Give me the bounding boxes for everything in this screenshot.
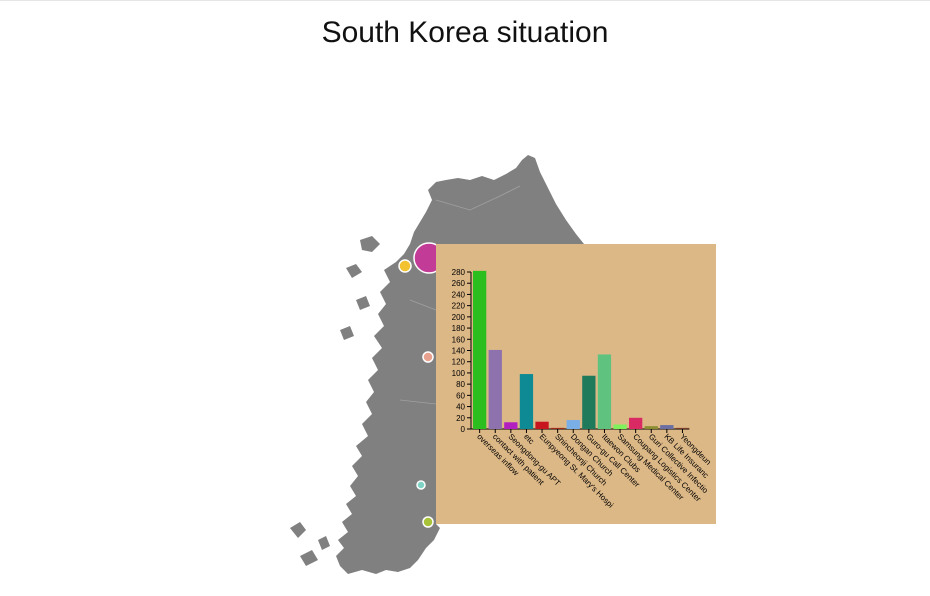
y-tick-label: 280 xyxy=(452,268,466,277)
bar-2[interactable] xyxy=(488,349,502,429)
y-tick-label: 220 xyxy=(452,302,466,311)
y-tick-label: 100 xyxy=(452,369,466,378)
y-tick-label: 20 xyxy=(456,414,465,423)
chart-tooltip: 0 20 40 60 80 100 120 140 160 180 200 220 240 260 280 o… xyxy=(436,244,716,524)
y-tick-label: 40 xyxy=(456,403,465,412)
marker-gwangju[interactable] xyxy=(416,480,426,490)
bar-10[interactable] xyxy=(613,424,627,429)
bar-11[interactable] xyxy=(629,417,643,429)
y-tick-label: 180 xyxy=(452,324,466,333)
south-korea-south-islands xyxy=(290,522,330,566)
y-tick-label: 80 xyxy=(456,380,465,389)
bar-6[interactable] xyxy=(551,427,565,429)
y-tick-label: 0 xyxy=(461,425,466,434)
page-title: South Korea situation xyxy=(321,16,609,49)
bar-3[interactable] xyxy=(504,422,518,429)
marker-sejong[interactable] xyxy=(422,351,434,363)
y-tick-label: 160 xyxy=(452,335,466,344)
bar-13[interactable] xyxy=(660,425,674,429)
y-tick-label: 240 xyxy=(452,290,466,299)
marker-incheon[interactable] xyxy=(398,259,412,273)
marker-busan[interactable] xyxy=(422,516,434,528)
bar-12[interactable] xyxy=(644,426,658,429)
cases-bar-chart: 020406080100120140160180200220240260280o… xyxy=(452,268,713,510)
bar-5[interactable] xyxy=(535,421,549,429)
bar-14[interactable] xyxy=(675,427,690,429)
south-korea-west-islands xyxy=(340,236,380,340)
y-tick-label: 60 xyxy=(456,391,465,400)
y-tick-label: 260 xyxy=(452,279,466,288)
y-tick-label: 200 xyxy=(452,313,466,322)
y-tick-label: 140 xyxy=(452,347,466,356)
top-border xyxy=(0,0,930,1)
province-borders xyxy=(399,185,521,405)
bar-4[interactable] xyxy=(519,374,534,429)
bar-1[interactable] xyxy=(473,270,487,429)
y-tick-label: 120 xyxy=(452,358,466,367)
bar-8[interactable] xyxy=(582,375,596,429)
bar-9[interactable] xyxy=(597,354,612,429)
bar-7[interactable] xyxy=(566,420,580,429)
south-korea-landmass xyxy=(336,155,584,574)
